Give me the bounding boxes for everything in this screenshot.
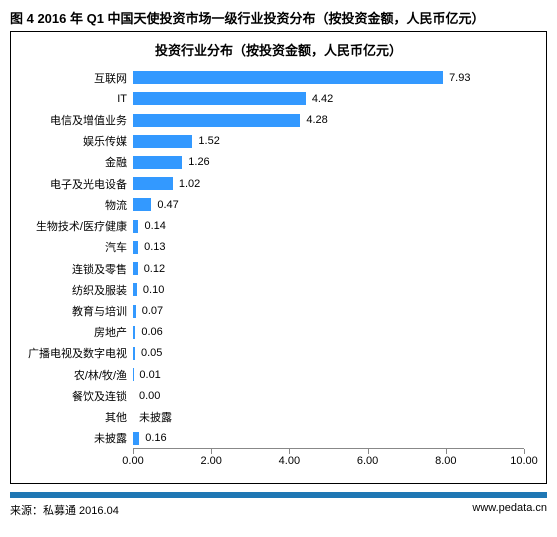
category-label: 餐饮及连锁: [17, 388, 133, 404]
x-tick: [368, 449, 369, 454]
footer: 来源：私募通 2016.04 www.pedata.cn: [10, 492, 547, 518]
category-label: 娱乐传媒: [17, 133, 133, 149]
source-label: 来源：私募通 2016.04: [10, 502, 119, 518]
x-tick: [211, 449, 212, 454]
bar: [133, 177, 173, 190]
x-tick: [524, 449, 525, 454]
category-label: 未披露: [17, 430, 133, 446]
bar-row: 农/林/牧/渔0.01: [133, 364, 524, 385]
figure-title: 图 4 2016 年 Q1 中国天使投资市场一级行业投资分布（按投资金额，人民币…: [10, 8, 547, 27]
category-label: IT: [17, 93, 133, 105]
figure-container: 图 4 2016 年 Q1 中国天使投资市场一级行业投资分布（按投资金额，人民币…: [0, 0, 557, 537]
value-label: 7.93: [443, 72, 470, 84]
x-tick: [446, 449, 447, 454]
x-tick-label: 4.00: [279, 455, 300, 467]
value-label: 0.06: [135, 326, 162, 338]
bar-row: 电信及增值业务4.28: [133, 109, 524, 130]
bar-row: 娱乐传媒1.52: [133, 131, 524, 152]
category-label: 金融: [17, 154, 133, 170]
value-label: 0.13: [138, 241, 165, 253]
bar-row: 纺织及服装0.10: [133, 279, 524, 300]
category-label: 农/林/牧/渔: [17, 367, 133, 383]
category-label: 教育与培训: [17, 303, 133, 319]
value-label: 0.47: [151, 199, 178, 211]
bar-row: 教育与培训0.07: [133, 300, 524, 321]
bar-row: IT4.42: [133, 88, 524, 109]
category-label: 纺织及服装: [17, 282, 133, 298]
value-label: 未披露: [133, 409, 172, 425]
bar: [133, 71, 443, 84]
value-label: 4.28: [300, 114, 327, 126]
value-label: 1.02: [173, 178, 200, 190]
bar: [133, 114, 300, 127]
value-label: 1.52: [192, 135, 219, 147]
value-label: 0.10: [137, 284, 164, 296]
bar-row: 汽车0.13: [133, 237, 524, 258]
x-tick-label: 0.00: [122, 455, 143, 467]
bar: [133, 156, 182, 169]
x-axis: 0.002.004.006.008.0010.00: [133, 448, 524, 477]
bar: [133, 135, 192, 148]
value-label: 4.42: [306, 93, 333, 105]
category-label: 互联网: [17, 70, 133, 86]
x-tick-label: 8.00: [435, 455, 456, 467]
bar-row: 广播电视及数字电视0.05: [133, 343, 524, 364]
bar-row: 餐饮及连锁0.00: [133, 385, 524, 406]
category-label: 其他: [17, 409, 133, 425]
bar-row: 未披露0.16: [133, 428, 524, 449]
x-tick-label: 2.00: [200, 455, 221, 467]
bar: [133, 92, 306, 105]
value-label: 0.12: [138, 263, 165, 275]
category-label: 广播电视及数字电视: [17, 345, 133, 361]
plot-area: 互联网7.93IT4.42电信及增值业务4.28娱乐传媒1.52金融1.26电子…: [133, 67, 524, 477]
chart-title: 投资行业分布（按投资金额，人民币亿元）: [23, 40, 534, 59]
bar-row: 金融1.26: [133, 152, 524, 173]
value-label: 0.07: [136, 305, 163, 317]
x-tick: [133, 449, 134, 454]
category-label: 物流: [17, 197, 133, 213]
bar-row: 房地产0.06: [133, 322, 524, 343]
value-label: 0.00: [133, 390, 160, 402]
value-label: 0.05: [135, 347, 162, 359]
value-label: 1.26: [182, 156, 209, 168]
bar-row: 生物技术/医疗健康0.14: [133, 216, 524, 237]
bar-row: 连锁及零售0.12: [133, 258, 524, 279]
category-label: 房地产: [17, 324, 133, 340]
category-label: 电子及光电设备: [17, 176, 133, 192]
value-label: 0.16: [139, 432, 166, 444]
category-label: 电信及增值业务: [17, 112, 133, 128]
bar: [133, 198, 151, 211]
chart-border: 投资行业分布（按投资金额，人民币亿元） 互联网7.93IT4.42电信及增值业务…: [10, 31, 547, 484]
bar-row: 物流0.47: [133, 194, 524, 215]
x-tick: [289, 449, 290, 454]
bar-row: 其他未披露: [133, 407, 524, 428]
bar-row: 互联网7.93: [133, 67, 524, 88]
category-label: 汽车: [17, 239, 133, 255]
category-label: 生物技术/医疗健康: [17, 218, 133, 234]
x-tick-label: 10.00: [510, 455, 538, 467]
bars-area: 互联网7.93IT4.42电信及增值业务4.28娱乐传媒1.52金融1.26电子…: [133, 67, 524, 449]
bar-row: 电子及光电设备1.02: [133, 173, 524, 194]
value-label: 0.14: [138, 220, 165, 232]
x-tick-label: 6.00: [357, 455, 378, 467]
category-label: 连锁及零售: [17, 261, 133, 277]
source-url: www.pedata.cn: [472, 502, 547, 518]
value-label: 0.01: [133, 369, 160, 381]
